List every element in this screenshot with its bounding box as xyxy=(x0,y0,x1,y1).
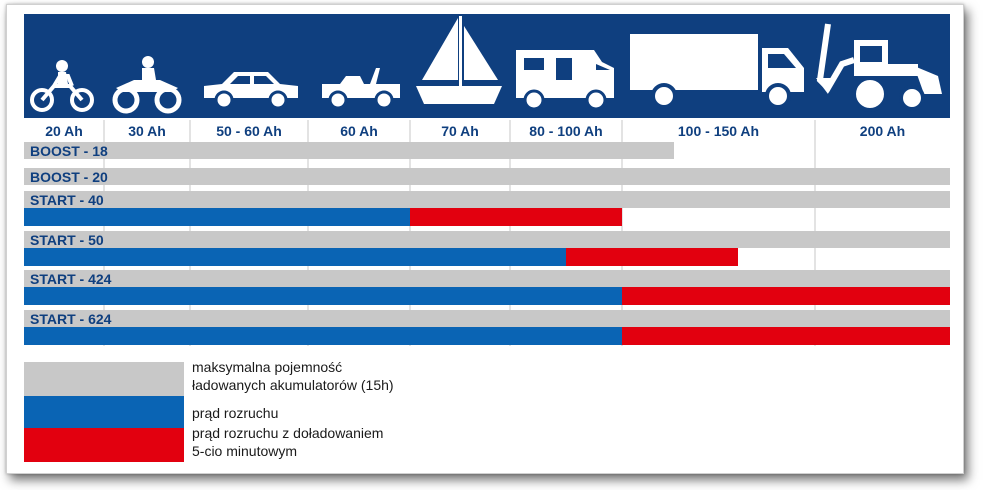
boosted-cranking-bar xyxy=(622,287,950,305)
row-label: START - 50 xyxy=(30,232,104,248)
legend-text-line: maksymalna pojemność xyxy=(192,359,343,375)
row-label: BOOST - 18 xyxy=(30,143,108,159)
boosted-cranking-bar xyxy=(410,208,622,226)
legend-text-line: prąd rozruchu z doładowaniem xyxy=(192,425,384,441)
row-label: START - 424 xyxy=(30,271,112,287)
row-label: START - 624 xyxy=(30,311,112,327)
row-label: START - 40 xyxy=(30,192,104,208)
cranking-current-bar xyxy=(24,327,622,345)
capacity-bar xyxy=(24,168,950,185)
row-label: BOOST - 20 xyxy=(30,169,108,185)
capacity-tick-label: 70 Ah xyxy=(441,123,479,139)
legend-text: prąd rozruchu z doładowaniem 5-cio minuto… xyxy=(192,424,383,460)
capacity-tick-label: 60 Ah xyxy=(340,123,378,139)
capacity-bar xyxy=(24,142,675,159)
capacity-tick-label: 200 Ah xyxy=(859,123,906,139)
capacity-tick-label: 100 - 150 Ah xyxy=(677,123,760,139)
capacity-tick-label: 20 Ah xyxy=(45,123,83,139)
legend-swatch xyxy=(24,362,184,396)
capacity-bar xyxy=(24,231,950,248)
legend-text-line: 5-cio minutowym xyxy=(192,443,298,459)
legend-text-line: prąd rozruchu xyxy=(192,405,279,421)
legend-text: prąd rozruchu xyxy=(192,404,278,422)
capacity-axis: 20 Ah 30 Ah 50 - 60 Ah 60 Ah 70 Ah 80 - 100 A… xyxy=(24,120,950,142)
capacity-bar xyxy=(24,191,950,208)
capacity-tick-label: 80 - 100 Ah xyxy=(529,123,603,139)
legend-text-line: ładowanych akumulatorów (15h) xyxy=(192,377,394,393)
cranking-current-bar xyxy=(24,208,410,226)
capacity-bar xyxy=(24,270,950,287)
boosted-cranking-bar xyxy=(566,248,738,266)
capacity-tick-label: 30 Ah xyxy=(128,123,166,139)
capacity-bar xyxy=(24,310,950,327)
boosted-cranking-bar xyxy=(622,327,950,345)
legend-text: maksymalna pojemność ładowanych akumulato… xyxy=(192,358,394,394)
capacity-tick-label: 50 - 60 Ah xyxy=(216,123,282,139)
vehicle-header xyxy=(24,14,950,118)
legend-swatch xyxy=(24,428,184,462)
legend-swatch xyxy=(24,396,184,430)
cranking-current-bar xyxy=(24,287,622,305)
cranking-current-bar xyxy=(24,248,566,266)
